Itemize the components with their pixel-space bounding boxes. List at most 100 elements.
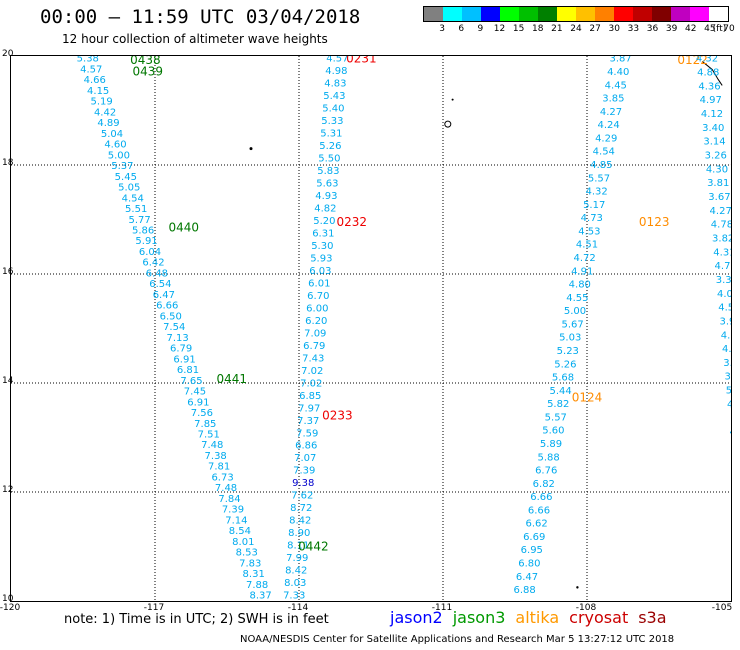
swh-value: 7.02 (301, 366, 323, 377)
y-tick-label: 18 (2, 158, 14, 168)
swh-value: 4.12 (701, 109, 723, 120)
swh-value: 9.38 (292, 478, 314, 489)
swh-value: 7.85 (194, 419, 216, 430)
time-label: 0122 (677, 56, 708, 67)
swh-value: 5.89 (540, 439, 562, 450)
legend-swatch (633, 7, 652, 21)
swh-value: 5.40 (322, 104, 344, 115)
legend-tick: 6 (458, 24, 465, 34)
swh-value: 4.57 (326, 56, 348, 65)
swh-value: 5.91 (135, 236, 157, 247)
swh-value: 6.04 (139, 247, 161, 258)
swh-value: 6.69 (523, 532, 545, 543)
color-legend: 3 6 9 12 15 18 21 24 27 30 33 36 39 42 45 70 (ft) (423, 6, 735, 36)
time-label: 0231 (346, 56, 377, 66)
swh-value: 4.27 (710, 206, 731, 217)
swh-value: 5.51 (125, 204, 147, 215)
swh-value: 5.34 (726, 386, 731, 397)
swh-value: 4.53 (578, 226, 600, 237)
time-label: 0439 (133, 64, 164, 78)
swh-value: 3.98 (720, 316, 731, 327)
swh-value: 4.24 (597, 120, 619, 131)
swh-value: 6.47 (516, 572, 538, 583)
swh-value: 4.85 (590, 160, 612, 171)
time-label: 0123 (639, 215, 670, 229)
swh-value: 4.32 (585, 187, 607, 198)
swh-value: 5.57 (588, 173, 610, 184)
swh-value: 7.39 (293, 466, 315, 477)
coastline-mark (701, 61, 723, 86)
x-tick-label: -117 (143, 603, 165, 613)
map-plot[interactable]: 5.38 4.57 4.66 4.15 5.19 4.42 4.89 5.04 4.60 5.00… (10, 52, 740, 602)
swh-value: 5.19 (90, 97, 112, 108)
swh-value: 8.90 (288, 528, 310, 539)
swh-value: 7.45 (184, 387, 206, 398)
swh-value: 3.40 (702, 123, 724, 134)
swh-value: 6.81 (177, 365, 199, 376)
swh-value: 6.73 (211, 472, 233, 483)
swh-value: 4.55 (566, 293, 588, 304)
swh-value: 6.70 (307, 291, 329, 302)
swh-value: 5.04 (101, 129, 123, 140)
swh-value: 6.79 (170, 344, 192, 355)
swh-value: 3.82 (712, 233, 731, 244)
swh-value: 6.00 (306, 303, 328, 314)
swh-value: 8.42 (285, 566, 307, 577)
page-title: 00:00 – 11:59 UTC 03/04/2018 (40, 6, 361, 28)
swh-value: 3.36 (723, 358, 731, 369)
swh-value: 7.65 (180, 376, 202, 387)
time-label: 0442 (298, 540, 329, 554)
swh-value: 6.31 (312, 229, 334, 240)
swh-value: 7.07 (294, 453, 316, 464)
legend-swatch (538, 7, 557, 21)
swh-value: 6.54 (149, 279, 171, 290)
y-tick-label: 10 (2, 594, 14, 604)
legend-tick: (ft) (712, 24, 727, 34)
swh-value: 5.88 (537, 452, 559, 463)
y-tick-label: 16 (2, 267, 14, 277)
swh-value: 7.54 (163, 322, 185, 333)
island-mark (451, 98, 454, 101)
plot-canvas: 5.384.574.664.155.194.424.895.044.605.00… (11, 52, 740, 602)
swh-value: 4.36 (698, 81, 720, 92)
swh-value: 4.60 (104, 140, 126, 151)
swh-value: 4.54 (122, 193, 144, 204)
x-tick-label: -111 (431, 603, 453, 613)
legend-tick: 30 (608, 24, 620, 34)
swh-value: 5.63 (316, 179, 338, 190)
swh-value: 6.20 (305, 316, 327, 327)
swh-value: 4.54 (593, 147, 615, 158)
swh-value: 8.31 (243, 569, 265, 580)
swh-value: 5.30 (311, 241, 333, 252)
swh-value: 3.85 (602, 94, 624, 105)
swh-value: 4.57 (80, 64, 102, 75)
swh-value: 4.83 (324, 79, 346, 90)
swh-value: 7.84 (218, 494, 240, 505)
legend-tick: 36 (646, 24, 659, 34)
swh-value: 6.88 (513, 585, 535, 596)
time-label: 0438 (130, 56, 161, 67)
legend-swatch (690, 7, 709, 21)
swh-value: 5.67 (561, 319, 583, 330)
swh-value: 3.87 (609, 56, 631, 65)
legend-tick: 27 (589, 24, 601, 34)
swh-value: 5.45 (115, 172, 137, 183)
swh-value: 7.59 (296, 428, 318, 439)
legend-tick: 24 (570, 24, 582, 34)
swh-value: 4.71 (722, 344, 731, 355)
swh-value: 6.62 (525, 519, 547, 530)
legend-swatch (709, 7, 728, 21)
swh-value: 4.51 (576, 240, 598, 251)
satellite-legend: jason2 jason3 altika cryosat s3a (390, 608, 677, 627)
swh-value: 4.97 (700, 95, 722, 106)
swh-value: 7.02 (300, 378, 322, 389)
swh-value: 5.03 (559, 333, 581, 344)
swh-value: 7.38 (205, 451, 227, 462)
swh-value: 5.17 (583, 200, 605, 211)
x-tick-label: -108 (575, 603, 597, 613)
swh-value: 5.05 (118, 183, 140, 194)
swh-value: 6.86 (295, 441, 317, 452)
page-subtitle: 12 hour collection of altimeter wave hei… (62, 32, 328, 46)
swh-value: 5.86 (132, 226, 154, 237)
x-tick-label: -120 (0, 603, 21, 613)
